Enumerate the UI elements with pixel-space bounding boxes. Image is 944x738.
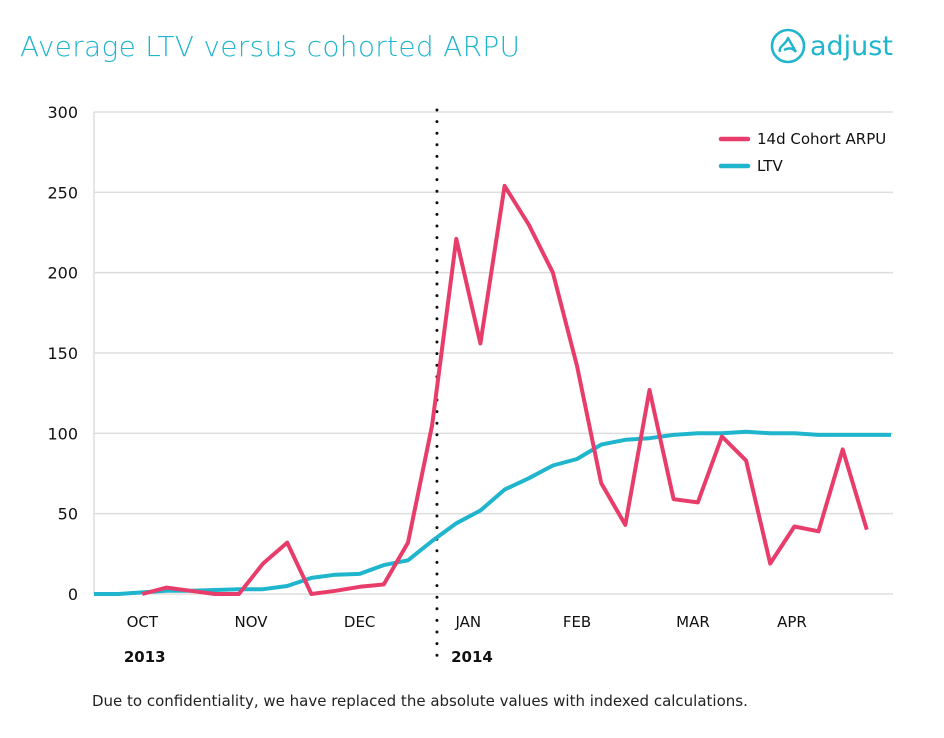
x-tick-label: FEB <box>563 613 591 631</box>
y-tick-label: 100 <box>47 424 78 443</box>
y-tick-label: 50 <box>58 505 78 524</box>
series-line <box>141 183 869 596</box>
y-tick-label: 0 <box>68 585 78 604</box>
year-label: 2013 <box>124 648 166 666</box>
y-tick-label: 150 <box>47 344 78 363</box>
x-tick-label: JAN <box>455 613 482 631</box>
y-tick-label: 250 <box>47 183 78 202</box>
x-tick-label: APR <box>777 613 807 631</box>
x-tick-label: OCT <box>127 613 159 631</box>
y-tick-label: 300 <box>47 103 78 122</box>
series-line <box>94 429 891 596</box>
y-tick-label: 200 <box>47 264 78 283</box>
x-tick-label: MAR <box>676 613 710 631</box>
logo-text: adjust <box>810 30 893 62</box>
x-tick-label: NOV <box>234 613 268 631</box>
legend-label: 14d Cohort ARPU <box>757 130 886 148</box>
x-tick-label: DEC <box>344 613 376 631</box>
chart-title: Average LTV versus cohorted ARPU <box>20 30 521 63</box>
legend-label: LTV <box>757 157 783 175</box>
year-label: 2014 <box>451 648 493 666</box>
adjust-logo: adjust <box>770 28 893 64</box>
footnote: Due to confidentiality, we have replaced… <box>92 692 748 710</box>
adjust-logo-icon <box>770 28 806 64</box>
